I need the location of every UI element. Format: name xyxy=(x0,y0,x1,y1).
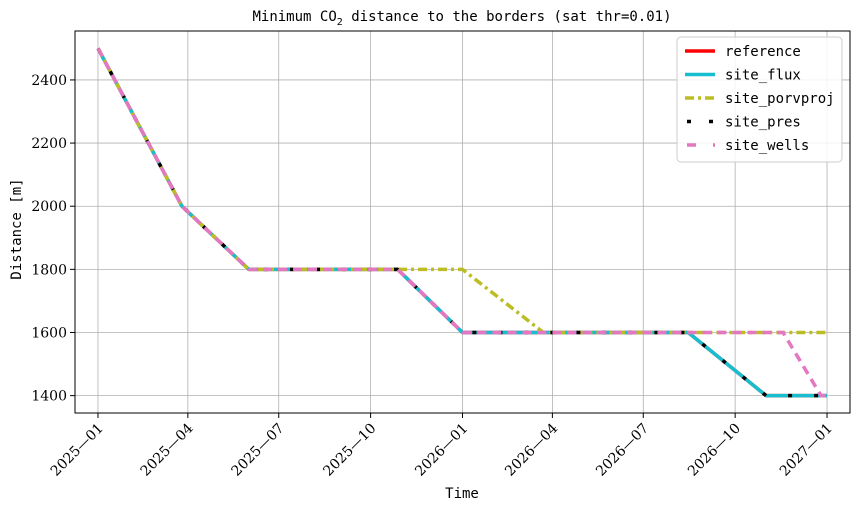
legend-label: site_pres xyxy=(725,115,801,131)
x-tick-label: 2026—01 xyxy=(412,421,471,480)
legend-box xyxy=(676,36,843,163)
legend-label: site_porvproj xyxy=(725,91,835,107)
x-tick-label: 2025—07 xyxy=(229,421,288,480)
chart-title: Minimum CO2 distance to the borders (sat… xyxy=(252,9,671,28)
x-tick-label: 2025—01 xyxy=(48,421,107,480)
x-tick-label: 2027—01 xyxy=(777,421,836,480)
legend-label: reference xyxy=(725,44,801,60)
x-tick-label: 2025—10 xyxy=(320,421,379,480)
y-tick-label: 2400 xyxy=(31,73,67,89)
legend-label: site_wells xyxy=(725,138,809,154)
series-layer xyxy=(96,47,827,398)
legend-label: site_flux xyxy=(725,68,801,84)
x-axis-label: Time xyxy=(445,486,479,502)
legend: reference site_flux site_porvproj site_pres… xyxy=(676,36,843,163)
y-tick-label: 2000 xyxy=(31,199,67,215)
y-axis: 1400 1600 1800 2000 2200 2400 xyxy=(31,73,75,405)
y-axis-label: Distance [m] xyxy=(9,178,25,279)
y-tick-label: 1400 xyxy=(31,389,67,405)
x-tick-label: 2026—10 xyxy=(685,421,744,480)
x-axis: 2025—01 2025—04 2025—07 2025—10 2026—01 2026—… xyxy=(48,413,836,480)
y-tick-label: 1600 xyxy=(31,325,67,341)
series-site_wells xyxy=(96,47,827,398)
y-tick-label: 2200 xyxy=(31,136,67,152)
x-tick-label: 2026—07 xyxy=(593,421,652,480)
x-tick-label: 2025—04 xyxy=(138,420,197,479)
x-tick-label: 2026—04 xyxy=(502,420,561,479)
y-tick-label: 1800 xyxy=(31,262,67,278)
